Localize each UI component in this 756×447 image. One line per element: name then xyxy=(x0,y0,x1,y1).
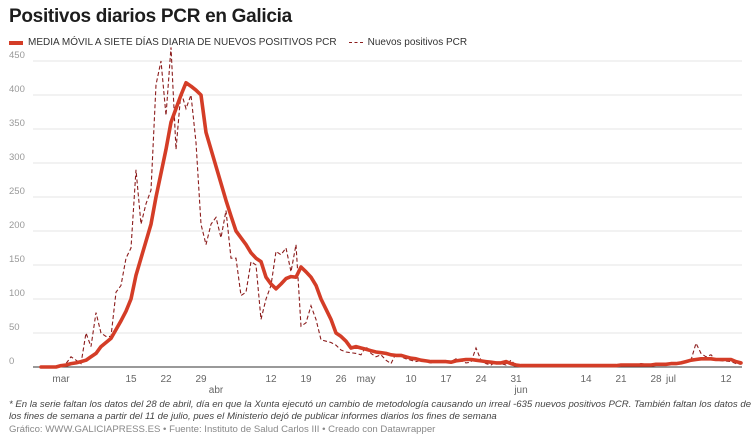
footer: * En la serie faltan los datos del 28 de… xyxy=(9,399,753,436)
footnote: * En la serie faltan los datos del 28 de… xyxy=(9,399,752,422)
x-tick-label: 19 xyxy=(300,374,312,385)
x-tick-label: 28 xyxy=(650,374,662,385)
chart-title: Positivos diarios PCR en Galicia xyxy=(9,6,292,27)
y-tick-label: 50 xyxy=(9,322,20,333)
x-tick-label: 15 xyxy=(125,374,137,385)
x-tick-label: abr xyxy=(209,385,224,396)
legend-item-avg: MEDIA MÓVIL A SIETE DÍAS DIARIA DE NUEVO… xyxy=(9,37,337,48)
y-tick-label: 0 xyxy=(9,356,14,367)
series-avg-line xyxy=(39,81,743,369)
y-tick-label: 350 xyxy=(9,118,25,129)
y-tick-label: 200 xyxy=(9,220,25,231)
source-credit: Gráfico: WWW.GALICIAPRESS.ES • Fuente: I… xyxy=(9,424,436,435)
legend-label-daily: Nuevos positivos PCR xyxy=(367,37,468,48)
y-tick-label: 400 xyxy=(9,84,25,95)
legend: MEDIA MÓVIL A SIETE DÍAS DIARIA DE NUEVO… xyxy=(9,37,473,48)
x-tick-label: 21 xyxy=(615,374,627,385)
y-tick-label: 300 xyxy=(9,152,25,163)
x-tick-label: 22 xyxy=(160,374,172,385)
x-tick-label: 17 xyxy=(440,374,452,385)
y-tick-label: 250 xyxy=(9,186,25,197)
x-tick-label: 26 xyxy=(335,374,347,385)
y-tick-label: 100 xyxy=(9,288,25,299)
x-tick-label: 10 xyxy=(405,374,417,385)
legend-swatch-daily xyxy=(348,42,363,43)
y-tick-label: 150 xyxy=(9,254,25,265)
x-tick-label: 12 xyxy=(265,374,277,385)
x-tick-label: jul xyxy=(665,374,676,385)
x-tick-label: 14 xyxy=(580,374,592,385)
legend-label-avg: MEDIA MÓVIL A SIETE DÍAS DIARIA DE NUEVO… xyxy=(28,37,337,48)
x-tick-label: 31 xyxy=(510,374,522,385)
x-tick-label: jun xyxy=(513,385,527,396)
legend-item-daily: Nuevos positivos PCR xyxy=(348,37,468,48)
x-tick-label: may xyxy=(357,374,376,385)
x-tick-label: 12 xyxy=(720,374,732,385)
y-tick-label: 450 xyxy=(9,50,25,61)
x-tick-label: mar xyxy=(52,374,70,385)
legend-swatch-avg xyxy=(9,40,23,45)
x-tick-label: 29 xyxy=(195,374,207,385)
x-tick-label: 24 xyxy=(475,374,487,385)
